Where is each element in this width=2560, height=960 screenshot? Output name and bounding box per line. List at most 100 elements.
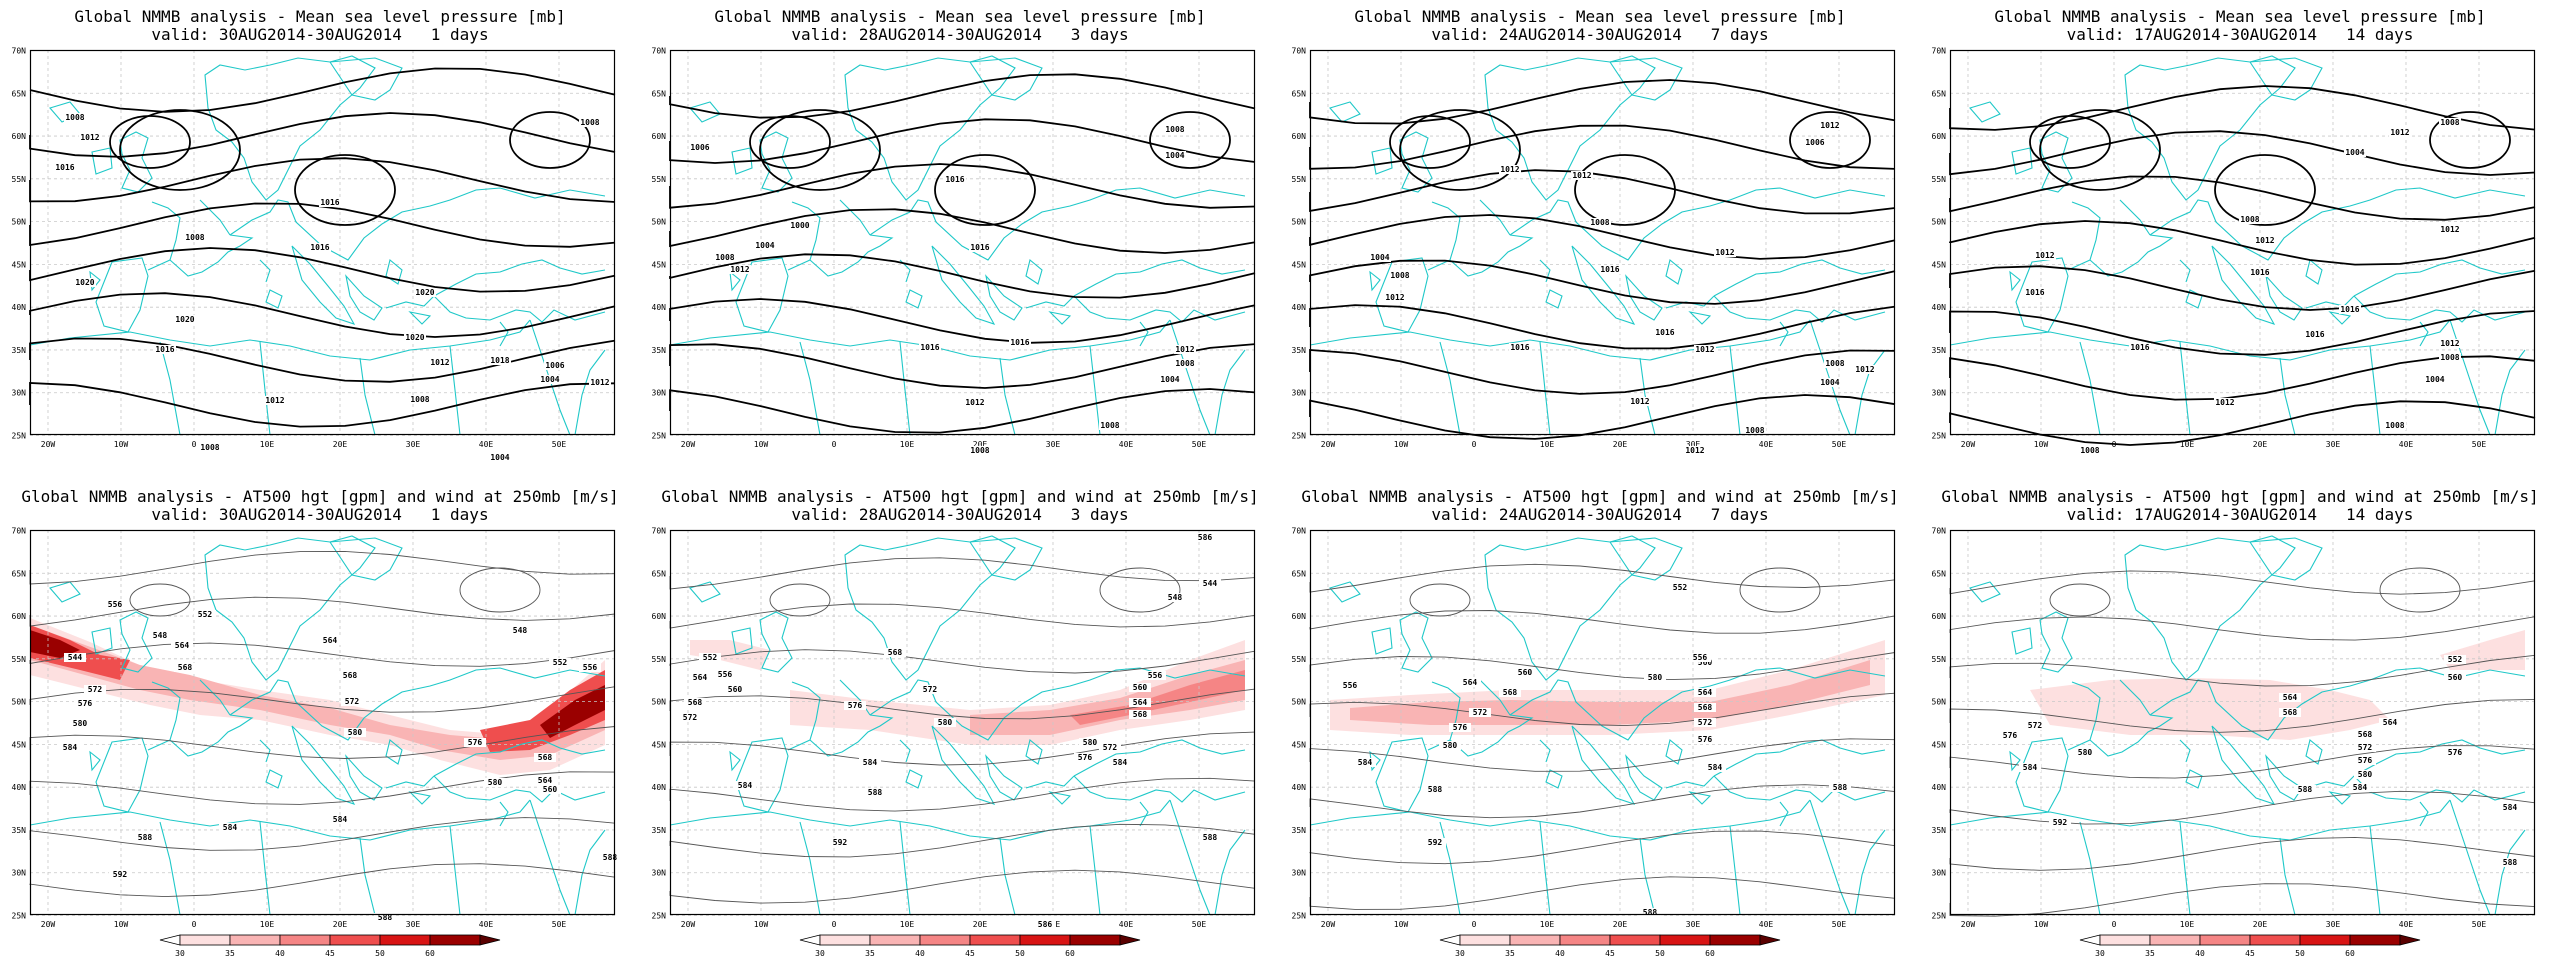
map-svg: 70N 65N 60N 55N 50N 45N 40N 35N 30N 25N 20W 10W 0 10E… xyxy=(12,47,616,462)
contour-label-bg xyxy=(1819,121,1841,130)
lon-label: 0 xyxy=(832,440,837,449)
coastline xyxy=(1688,311,1712,325)
contour-label: 1012 xyxy=(730,265,749,274)
contour-label-bg xyxy=(2439,339,2461,348)
contour-label-bg xyxy=(374,913,396,922)
contour-label-bg xyxy=(489,453,511,462)
contour-label: 1012 xyxy=(2440,225,2459,234)
lat-label: 55N xyxy=(1932,175,1947,184)
map-svg: 70N 65N 60N 55N 50N 45N 40N 35N 30N 25N 20W 10W 0 10E… xyxy=(1292,527,1896,958)
coastline xyxy=(574,349,606,436)
coastline xyxy=(2279,837,2296,916)
coastline xyxy=(2179,739,2191,763)
contour-line xyxy=(29,642,616,667)
contour-label-bg xyxy=(344,728,366,737)
contour-label-bg xyxy=(429,358,451,367)
coastline xyxy=(787,739,811,751)
contour-line xyxy=(669,823,1256,858)
contour-label: 556 xyxy=(1148,671,1163,680)
contour-line xyxy=(669,73,1256,119)
contour-label: 586 xyxy=(1198,533,1213,542)
lon-label: 40E xyxy=(479,440,494,449)
coastline xyxy=(1665,259,1683,285)
lat-label: 40N xyxy=(12,783,27,792)
coastline xyxy=(449,345,461,436)
coastline xyxy=(229,187,606,261)
contour-label: 556 xyxy=(583,663,598,672)
contour-label-bg xyxy=(2339,305,2361,314)
contour-label: 1008 xyxy=(1175,359,1194,368)
coastline xyxy=(791,201,894,277)
lat-label: 50N xyxy=(12,218,27,227)
coastline xyxy=(433,775,606,803)
coastline xyxy=(265,289,283,309)
lat-label: 45N xyxy=(1292,260,1307,269)
coastline xyxy=(2179,821,2191,916)
contour-label: 588 xyxy=(603,853,618,862)
lat-label: 60N xyxy=(1292,132,1307,141)
coastline xyxy=(1854,349,1886,436)
coastline xyxy=(2119,679,2151,716)
coastline xyxy=(2015,737,2069,813)
lat-label: 55N xyxy=(652,655,667,664)
colorbar-swatch xyxy=(1559,934,1611,946)
contour-label-bg xyxy=(2024,288,2046,297)
contour-line xyxy=(29,863,616,898)
colorbar-label: 40 xyxy=(915,949,925,958)
lat-label: 50N xyxy=(1292,698,1307,707)
contour-label: 572 xyxy=(683,713,698,722)
contour-label-bg xyxy=(714,253,736,262)
lon-label: 40E xyxy=(1759,440,1774,449)
contour-label-bg xyxy=(74,278,96,287)
contour-line xyxy=(459,567,541,613)
coastline xyxy=(2305,295,2355,309)
contour-label: 592 xyxy=(1428,838,1443,847)
coastline xyxy=(969,57,1043,101)
lat-label: 70N xyxy=(1932,527,1947,536)
contour-label-bg xyxy=(859,758,881,767)
map-background xyxy=(1950,50,2535,435)
contour-label: 1012 xyxy=(2390,128,2409,137)
contour-line xyxy=(1309,738,1896,772)
lat-label: 65N xyxy=(12,89,27,98)
coastline xyxy=(869,187,1246,261)
contour-line xyxy=(1949,400,2536,446)
colorbar-swatch xyxy=(1069,934,1121,946)
z500-wind-panel-7days: 70N 65N 60N 55N 50N 45N 40N 35N 30N 25N 20W 10W 0 10E… xyxy=(1280,480,1920,960)
coastline xyxy=(2079,341,2101,436)
contour-label-bg xyxy=(2384,421,2406,430)
coastline xyxy=(1729,345,1741,436)
contour-line xyxy=(509,111,591,169)
contour-line xyxy=(1949,85,2536,131)
lon-label: 10E xyxy=(1540,440,1555,449)
colorbar-label: 35 xyxy=(1505,949,1515,958)
colorbar: 30 35 40 45 50 60 xyxy=(799,934,1141,958)
contour-label-bg xyxy=(1369,253,1391,262)
coastline xyxy=(408,791,432,805)
coastline xyxy=(2279,357,2296,436)
contour-label: 580 xyxy=(1648,673,1663,682)
contour-label: 1020 xyxy=(75,278,94,287)
coastline xyxy=(574,829,606,916)
lat-label: 45N xyxy=(1932,740,1947,749)
panel-valid-range: valid: 30AUG2014-30AUG2014 1 days xyxy=(151,505,489,524)
wind-shading xyxy=(30,625,605,760)
contour-line xyxy=(1399,109,1521,191)
map-frame xyxy=(29,49,616,436)
colorbar-swatch xyxy=(379,934,431,946)
coastline xyxy=(2249,57,2323,101)
coastline xyxy=(1949,799,2451,841)
contour-line xyxy=(1149,111,1231,169)
contour-label-bg xyxy=(341,697,363,706)
lat-label: 70N xyxy=(652,47,667,56)
contour-label: 1016 xyxy=(2340,305,2359,314)
wind-shading xyxy=(30,630,80,658)
contour-label-bg xyxy=(1159,375,1181,384)
contour-label-bg xyxy=(829,838,851,847)
coastline xyxy=(91,627,113,655)
contour-line xyxy=(1949,790,2536,825)
contour-label-bg xyxy=(219,823,241,832)
contour-label: 576 xyxy=(2358,756,2373,765)
coastline xyxy=(1169,319,1211,436)
lon-label: 20W xyxy=(1321,920,1336,929)
